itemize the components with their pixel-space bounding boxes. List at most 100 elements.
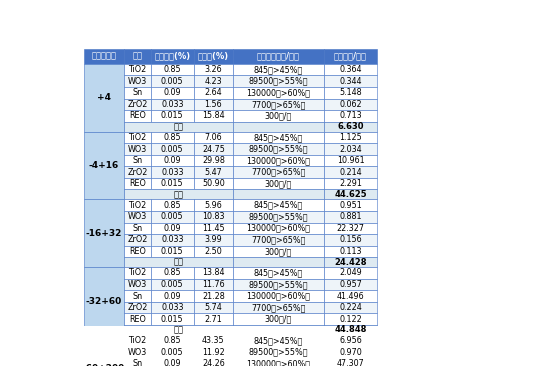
Bar xyxy=(194,167,233,178)
Bar xyxy=(151,75,194,87)
Bar xyxy=(84,199,124,267)
Text: 0.005: 0.005 xyxy=(161,348,184,357)
Text: 2.71: 2.71 xyxy=(204,315,222,324)
Bar xyxy=(233,64,324,75)
Text: 5.47: 5.47 xyxy=(204,168,222,177)
Bar xyxy=(124,234,151,246)
Text: ZrO2: ZrO2 xyxy=(127,100,148,109)
Bar xyxy=(194,313,233,325)
Text: REO: REO xyxy=(129,315,146,324)
Bar xyxy=(151,290,194,302)
Text: 0.015: 0.015 xyxy=(161,315,184,324)
Text: WO3: WO3 xyxy=(128,145,147,153)
Bar xyxy=(84,267,124,335)
Text: 89500（>55%）: 89500（>55%） xyxy=(249,77,308,86)
Text: 合计: 合计 xyxy=(174,190,184,199)
Bar xyxy=(124,335,151,347)
Text: 6.956: 6.956 xyxy=(339,336,362,345)
Text: 0.09: 0.09 xyxy=(164,292,181,300)
Bar xyxy=(124,98,151,110)
Text: 合计: 合计 xyxy=(174,258,184,267)
Text: 22.327: 22.327 xyxy=(337,224,365,233)
Text: 41.496: 41.496 xyxy=(337,292,365,300)
Bar xyxy=(194,347,233,358)
Bar xyxy=(124,122,233,132)
Bar xyxy=(233,234,324,246)
Bar xyxy=(194,64,233,75)
Text: 130000（>60%）: 130000（>60%） xyxy=(246,88,310,97)
Bar xyxy=(124,75,151,87)
Text: Sn: Sn xyxy=(132,224,142,233)
Bar xyxy=(124,110,151,122)
Text: 130000（>60%）: 130000（>60%） xyxy=(246,359,310,366)
Text: 300元/度: 300元/度 xyxy=(265,111,292,120)
Bar xyxy=(324,167,377,178)
Bar xyxy=(233,302,324,313)
Text: 130000（>60%）: 130000（>60%） xyxy=(246,156,310,165)
Bar xyxy=(151,98,194,110)
Bar xyxy=(233,279,324,290)
Bar xyxy=(151,87,194,98)
Text: 价値（元/吟）: 价値（元/吟） xyxy=(334,52,367,61)
Text: 赋矿价格（元/吟）: 赋矿价格（元/吟） xyxy=(257,52,300,61)
Text: 4.23: 4.23 xyxy=(204,77,222,86)
Text: 7700（>65%）: 7700（>65%） xyxy=(251,168,306,177)
Bar xyxy=(194,143,233,155)
Text: REO: REO xyxy=(129,179,146,188)
Text: 元素: 元素 xyxy=(132,52,142,61)
Bar xyxy=(151,110,194,122)
Bar xyxy=(324,358,377,366)
Bar xyxy=(124,87,151,98)
Bar xyxy=(151,313,194,325)
Bar xyxy=(233,335,324,347)
Text: Sn: Sn xyxy=(132,292,142,300)
Bar xyxy=(151,223,194,234)
Bar xyxy=(151,279,194,290)
Bar xyxy=(324,290,377,302)
Text: 0.015: 0.015 xyxy=(161,179,184,188)
Text: WO3: WO3 xyxy=(128,77,147,86)
Bar xyxy=(84,335,124,366)
Text: 0.015: 0.015 xyxy=(161,111,184,120)
Bar xyxy=(194,178,233,190)
Bar xyxy=(124,143,151,155)
Text: 0.85: 0.85 xyxy=(164,65,181,74)
Bar xyxy=(151,49,194,64)
Bar xyxy=(194,87,233,98)
Bar xyxy=(194,110,233,122)
Text: 0.005: 0.005 xyxy=(161,212,184,221)
Bar xyxy=(233,122,324,132)
Bar xyxy=(124,199,151,211)
Bar xyxy=(233,110,324,122)
Text: 10.961: 10.961 xyxy=(337,156,365,165)
Bar xyxy=(151,64,194,75)
Bar xyxy=(324,98,377,110)
Bar xyxy=(233,267,324,279)
Text: 24.428: 24.428 xyxy=(334,258,367,267)
Bar xyxy=(124,347,151,358)
Text: TiO2: TiO2 xyxy=(128,201,147,210)
Bar xyxy=(124,64,151,75)
Text: 0.156: 0.156 xyxy=(339,235,362,244)
Text: 粒度（目）: 粒度（目） xyxy=(92,52,116,61)
Text: 130000（>60%）: 130000（>60%） xyxy=(246,292,310,300)
Bar xyxy=(194,211,233,223)
Bar xyxy=(151,302,194,313)
Text: 89500（>55%）: 89500（>55%） xyxy=(249,145,308,153)
Bar xyxy=(151,132,194,143)
Bar xyxy=(233,325,324,335)
Text: 0.005: 0.005 xyxy=(161,145,184,153)
Bar xyxy=(194,290,233,302)
Text: 0.713: 0.713 xyxy=(339,111,362,120)
Bar xyxy=(194,155,233,167)
Bar xyxy=(124,167,151,178)
Bar xyxy=(151,347,194,358)
Text: 130000（>60%）: 130000（>60%） xyxy=(246,224,310,233)
Text: 47.307: 47.307 xyxy=(337,359,365,366)
Text: 合计: 合计 xyxy=(174,122,184,131)
Bar xyxy=(324,279,377,290)
Bar xyxy=(194,246,233,257)
Text: -16+32: -16+32 xyxy=(86,229,122,238)
Text: WO3: WO3 xyxy=(128,212,147,221)
Bar xyxy=(194,234,233,246)
